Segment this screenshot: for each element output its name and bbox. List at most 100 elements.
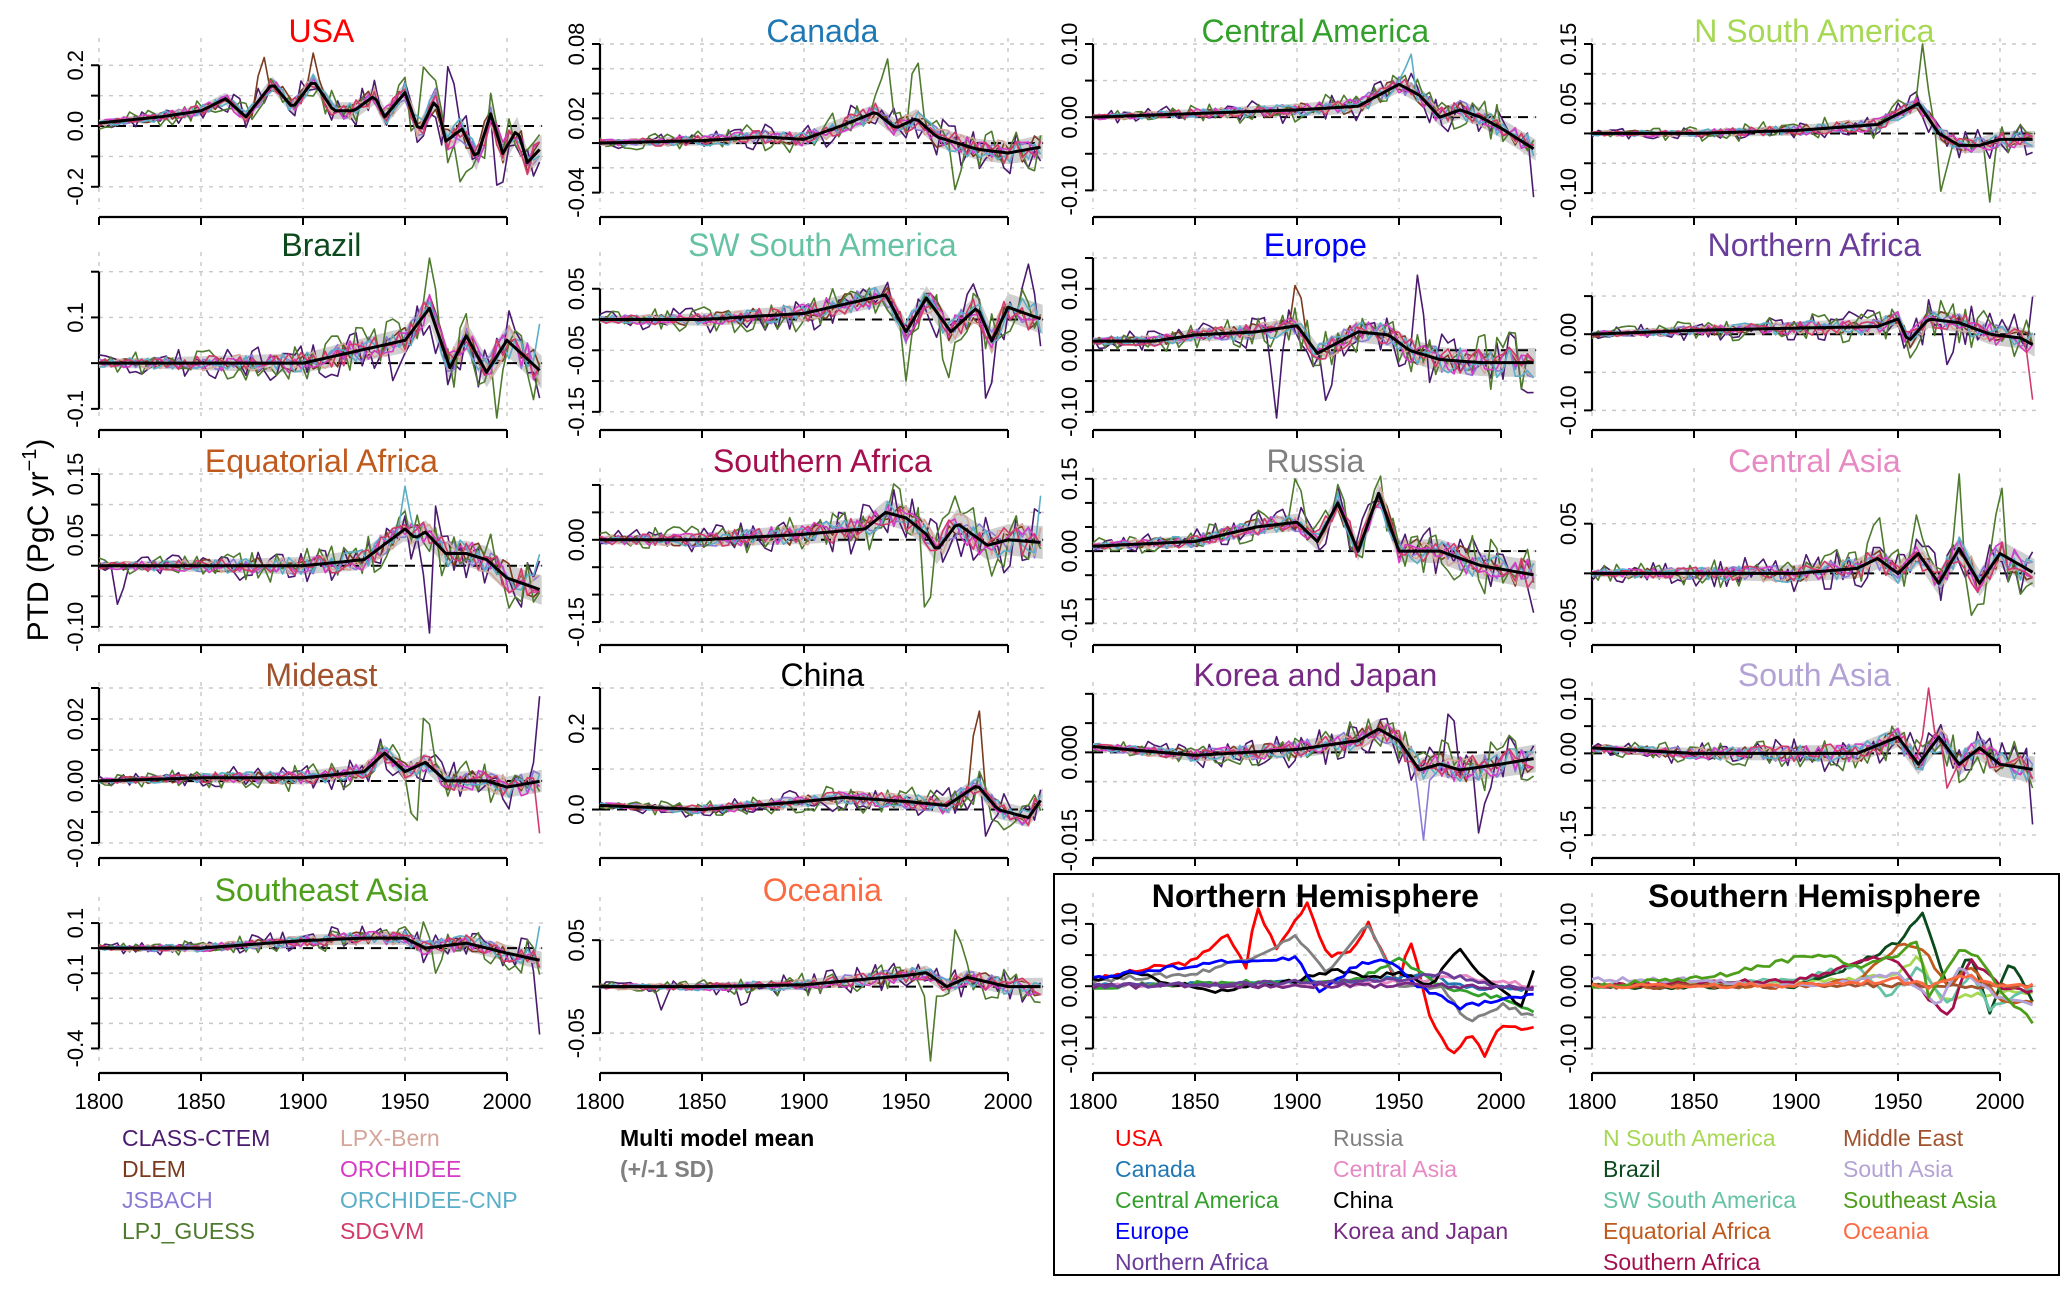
legend-sh-southeast-asia: Southeast Asia <box>1843 1187 1997 1213</box>
panel-n-south-america-ytick-label: -0.10 <box>1556 168 1581 218</box>
panel-northern-hemisphere-ytick-label: 0.00 <box>1057 965 1082 1008</box>
panel-southern-hemisphere-ytick-label: -0.10 <box>1556 1023 1581 1073</box>
panel-russia-ytick-label: -0.15 <box>1057 598 1082 648</box>
panel-central-america-title: Central America <box>1202 13 1430 49</box>
panel-south-asia-ytick-label: -0.15 <box>1556 810 1581 860</box>
legend-item-class-ctem: CLASS-CTEM <box>122 1125 270 1151</box>
panel-southeast-asia-xtick-label: 1800 <box>75 1089 124 1114</box>
panel-northern-hemisphere-xtick-label: 1900 <box>1273 1089 1322 1114</box>
legend-nh-korea-and-japan: Korea and Japan <box>1333 1218 1508 1244</box>
panel-northern-africa: -0.10 0.00 Northern Africa <box>1556 227 2037 438</box>
panel-usa-mean-line <box>98 81 541 164</box>
panel-oceania-xtick-label: 1850 <box>678 1089 727 1114</box>
panel-n-south-america-series-sdgvm <box>1591 100 2033 148</box>
panel-central-asia-series-lpj-guess <box>1591 473 2034 617</box>
panel-northern-hemisphere-series-russia <box>1092 924 1534 1023</box>
panel-equatorial-africa: -0.10 0.05 0.15 Equatorial Africa <box>63 443 544 653</box>
panel-sw-south-america-series-sdgvm <box>599 290 1041 340</box>
hemisphere-box <box>1053 873 2060 1276</box>
panel-n-south-america-ytick-label: 0.05 <box>1556 82 1581 125</box>
panel-central-america-ytick-label: 0.00 <box>1057 96 1082 139</box>
legend-item-dlem: DLEM <box>122 1156 186 1182</box>
panel-oceania-title: Oceania <box>763 872 882 908</box>
panel-southeast-asia-xtick-label: 1950 <box>381 1089 430 1114</box>
panel-central-asia-title: Central Asia <box>1728 443 1901 479</box>
panel-northern-hemisphere: -0.10 0.00 0.10 Northern Hemisphere 1800 1850… <box>1057 878 1538 1114</box>
panel-southern-africa-title: Southern Africa <box>713 443 932 479</box>
panel-brazil-ytick-label: 0.1 <box>63 302 88 333</box>
panel-south-asia-mean-line <box>1591 735 2033 771</box>
panel-southern-africa-ytick-label: 0.00 <box>564 518 589 561</box>
panel-canada-ytick-label: 0.02 <box>564 97 589 140</box>
panel-china-mean-line <box>599 785 1042 820</box>
legend-nh-central-america: Central America <box>1115 1187 1279 1213</box>
panel-mideast-series-class-ctem <box>98 696 541 810</box>
panel-northern-hemisphere-xtick-label: 2000 <box>1477 1089 1526 1114</box>
panel-south-asia: -0.15 0.00 0.10 South Asia <box>1556 657 2037 866</box>
panel-southern-hemisphere-xtick-label: 2000 <box>1976 1089 2025 1114</box>
panel-southern-africa-series-lpj-guess <box>599 483 1042 608</box>
panel-korea-and-japan: -0.015 0.000 Korea and Japan <box>1057 657 1538 871</box>
panel-southern-hemisphere-xtick-label: 1800 <box>1568 1089 1617 1114</box>
panel-europe-title: Europe <box>1264 227 1367 263</box>
panel-oceania-series-sdgvm <box>599 970 1041 996</box>
panel-southern-hemisphere-xtick-label: 1900 <box>1772 1089 1821 1114</box>
panel-southern-hemisphere: -0.10 0.00 0.10 Southern Hemisphere 1800 1850… <box>1556 878 2037 1114</box>
panel-canada: -0.04 0.02 0.08 Canada <box>564 13 1045 225</box>
legend-layer: CLASS-CTEM LPX-Bern DLEM ORCHIDEE JSBACH ORCH… <box>122 1125 1997 1275</box>
panel-southeast-asia-xtick-label: 1850 <box>177 1089 226 1114</box>
legend-nh-usa: USA <box>1115 1125 1163 1151</box>
panel-central-asia-mean-line <box>1592 547 2034 585</box>
panel-central-asia: -0.05 0.05 Central Asia <box>1556 443 2037 653</box>
legend-item-lpj-guess: LPJ_GUESS <box>122 1218 255 1244</box>
panel-n-south-america-title: N South America <box>1694 13 1934 49</box>
panel-china-title: China <box>781 657 865 693</box>
panel-northern-hemisphere-xtick-label: 1800 <box>1069 1089 1118 1114</box>
legend-item-sdgvm: SDGVM <box>340 1218 424 1244</box>
panel-northern-hemisphere-series-china <box>1092 947 1535 1008</box>
panel-oceania-xtick-label: 1950 <box>882 1089 931 1114</box>
panel-central-america-ytick-label: 0.10 <box>1057 23 1082 66</box>
panel-southern-hemisphere-ytick-label: 0.10 <box>1556 903 1581 946</box>
panel-usa: -0.2 0.0 0.2 USA <box>63 13 544 225</box>
panel-canada-series-lpj-guess <box>599 58 1042 191</box>
panel-usa-ytick-label: -0.2 <box>63 168 88 206</box>
panel-oceania-xtick-label: 1800 <box>576 1089 625 1114</box>
panel-southern-hemisphere-xtick-label: 1850 <box>1670 1089 1719 1114</box>
panel-russia-series-lpj-guess <box>1092 475 1535 595</box>
panel-central-america-ytick-label: -0.10 <box>1057 165 1082 215</box>
panel-southeast-asia-ytick-label: 0.1 <box>63 908 88 939</box>
panel-oceania-mean-line <box>600 971 1041 989</box>
figure-ylabel: PTD (PgC yr−1) <box>19 439 55 642</box>
panel-mideast-mean-line <box>98 751 540 789</box>
panel-korea-and-japan-ytick-label: -0.015 <box>1057 809 1082 871</box>
panel-n-south-america-mean-line <box>1592 102 2033 147</box>
panel-brazil: -0.1 0.1 Brazil <box>63 227 544 438</box>
panel-russia-ytick-label: 0.15 <box>1057 457 1082 500</box>
panel-equatorial-africa-ytick-label: 0.05 <box>63 514 88 557</box>
legend-item-orchidee: ORCHIDEE <box>340 1156 461 1182</box>
panel-n-south-america-series-lpj-guess <box>1591 43 2033 203</box>
legend-sh-brazil: Brazil <box>1603 1156 1661 1182</box>
panel-mideast: -0.02 0.00 0.02 Mideast <box>63 657 544 868</box>
panel-europe-mean-line <box>1093 324 1534 365</box>
panel-china-ytick-label: 0.0 <box>564 794 589 825</box>
panel-mideast-title: Mideast <box>265 657 377 693</box>
panel-canada-title: Canada <box>766 13 878 49</box>
panel-europe: -0.10 0.00 0.10 Europe <box>1057 227 1538 438</box>
panel-central-asia-series-sdgvm <box>1591 541 2034 593</box>
panel-korea-and-japan-title: Korea and Japan <box>1193 657 1437 693</box>
panel-n-south-america: -0.10 0.05 0.15 N South America <box>1556 13 2037 225</box>
panel-canada-mean-line <box>599 111 1041 155</box>
panel-southern-africa: -0.15 0.00 Southern Africa <box>564 443 1045 653</box>
legend-nh-canada: Canada <box>1115 1156 1196 1182</box>
panel-southeast-asia-ytick-label: -0.1 <box>63 954 88 992</box>
panel-oceania-ytick-label: 0.05 <box>564 919 589 962</box>
panel-central-america-sd-band <box>1093 76 1536 161</box>
panel-oceania-xtick-label: 2000 <box>984 1089 1033 1114</box>
panel-southern-africa-ytick-label: -0.15 <box>564 597 589 647</box>
panel-russia: -0.15 0.00 0.15 Russia <box>1057 443 1538 653</box>
legend-nh-europe: Europe <box>1115 1218 1189 1244</box>
panel-korea-and-japan-mean-line <box>1092 727 1534 772</box>
